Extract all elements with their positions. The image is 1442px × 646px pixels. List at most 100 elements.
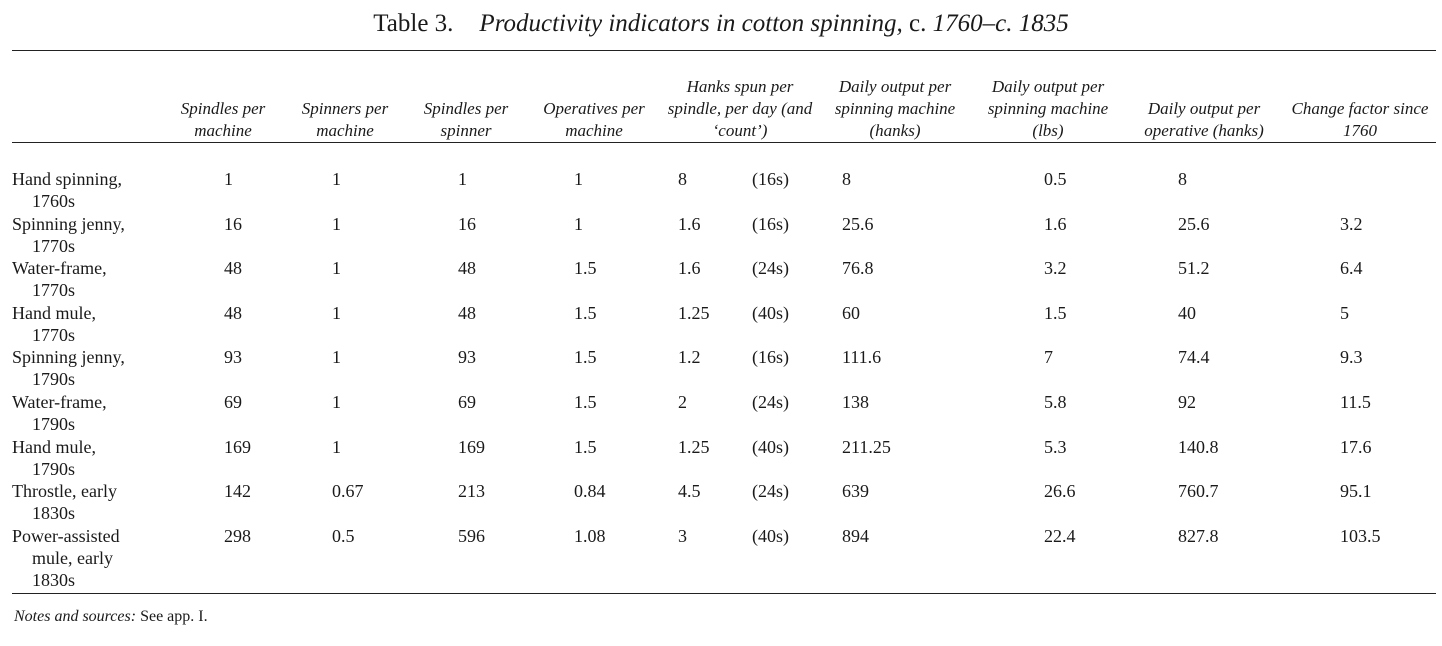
- cell-daily-output-lbs: 3.2: [1044, 258, 1067, 279]
- cell-change-factor: 6.4: [1340, 258, 1363, 279]
- cell-count: (16s): [752, 213, 789, 234]
- cell-change-factor: 5: [1340, 302, 1350, 323]
- row-label: Hand mule, 1790s: [12, 436, 162, 481]
- table-caption: Productivity indicators in cotton spinni…: [479, 10, 903, 37]
- row-label-line: 1770s: [32, 235, 76, 256]
- cell-change-factor: 17.6: [1340, 436, 1372, 457]
- row-label-line: Throstle, early: [12, 481, 117, 502]
- header-operatives-per-machine: Operatives per machine: [543, 99, 645, 140]
- header-spindles-per-machine: Spindles per machine: [180, 99, 266, 140]
- header-row: Spindles per machine Spinners per machin…: [12, 58, 1436, 156]
- cell-operatives-per-machine: 1.08: [574, 525, 606, 546]
- cell-daily-output-hanks: 138: [842, 391, 870, 412]
- row-label-line: 1830s: [32, 503, 76, 524]
- table-notes: Notes and sources: See app. I.: [14, 606, 208, 628]
- row-label: Hand mule, 1770s: [12, 302, 162, 347]
- cell-spindles-per-spinner: 93: [458, 347, 476, 368]
- cell-daily-output-lbs: 26.6: [1044, 481, 1076, 502]
- cell-daily-output-hanks: 60: [842, 302, 861, 323]
- row-label-line: Spinning jenny,: [12, 347, 125, 368]
- header-rule: [12, 142, 1436, 143]
- cell-spindles-per-spinner: 596: [458, 525, 485, 546]
- cell-daily-output-lbs: 5.3: [1044, 436, 1067, 457]
- table-row: Hand spinning, 1760s 1 1 1 1 8 (16s) 8 0.5 8: [12, 156, 1436, 213]
- cell-spindles-per-machine: 16: [224, 213, 242, 234]
- row-label: Throstle, early 1830s: [12, 480, 162, 525]
- cell-hanks-per-spindle: 1.2: [678, 347, 701, 368]
- row-label: Water-frame, 1790s: [12, 391, 162, 436]
- cell-count: (40s): [752, 525, 789, 546]
- cell-operatives-per-machine: 1: [574, 169, 583, 189]
- cell-spindles-per-spinner: 1: [458, 169, 467, 189]
- cell-operatives-per-machine: 1.5: [574, 347, 597, 368]
- table-number: Table 3.: [373, 10, 454, 37]
- cell-count: (16s): [752, 169, 789, 189]
- cell-operatives-per-machine: 1.5: [574, 258, 597, 279]
- row-label: Spinning jenny, 1770s: [12, 213, 162, 258]
- cell-output-per-operative: 8: [1178, 169, 1188, 189]
- header-spindles-per-spinner: Spindles per spinner: [423, 99, 509, 140]
- cell-daily-output-lbs: 1.6: [1044, 213, 1067, 234]
- table-title: Table 3. Productivity indicators in cotto…: [0, 8, 1442, 40]
- cell-hanks-per-spindle: 8: [678, 169, 687, 189]
- cell-daily-output-hanks: 111.6: [842, 347, 882, 368]
- header-spinners-per-machine: Spinners per machine: [301, 99, 389, 140]
- cell-daily-output-hanks: 211.25: [842, 436, 891, 457]
- cell-spinners-per-machine: 1: [332, 213, 341, 234]
- cell-hanks-per-spindle: 4.5: [678, 481, 701, 502]
- cell-hanks-per-spindle: 1.6: [678, 213, 701, 234]
- cell-daily-output-hanks: 25.6: [842, 213, 874, 234]
- top-rule: [12, 50, 1436, 51]
- row-label: Power-assisted mule, early 1830s: [12, 525, 162, 591]
- cell-daily-output-hanks: 8: [842, 169, 852, 189]
- cell-daily-output-lbs: 7: [1044, 347, 1054, 368]
- cell-spindles-per-spinner: 48: [458, 258, 476, 279]
- row-label: Hand spinning, 1760s: [12, 156, 162, 213]
- bottom-rule: [12, 593, 1436, 594]
- row-label-line: Water-frame,: [12, 391, 107, 412]
- cell-spindles-per-machine: 169: [224, 436, 251, 457]
- cell-spindles-per-spinner: 213: [458, 481, 485, 502]
- cell-daily-output-lbs: 5.8: [1044, 391, 1067, 412]
- cell-spindles-per-machine: 69: [224, 391, 242, 412]
- table-caption-years: 1760–c. 1835: [932, 10, 1069, 37]
- table-row: Water-frame, 1770s 48 1 48 1.5 1.6 (24s) 76.8 3.2…: [12, 257, 1436, 302]
- row-label: Spinning jenny, 1790s: [12, 346, 162, 391]
- cell-output-per-operative: 40: [1178, 302, 1197, 323]
- row-label-line: 1770s: [32, 280, 76, 301]
- cell-output-per-operative: 92: [1178, 391, 1197, 412]
- header-stub: [12, 58, 162, 156]
- row-label-line: 1790s: [32, 369, 76, 390]
- table-row: Hand mule, 1770s 48 1 48 1.5 1.25 (40s) 60 1.5 40 5: [12, 302, 1436, 347]
- cell-spindles-per-machine: 93: [224, 347, 242, 368]
- cell-change-factor: 11.5: [1340, 391, 1371, 412]
- cell-count: (24s): [752, 258, 789, 279]
- row-label-line: Water-frame,: [12, 258, 107, 279]
- cell-change-factor: 9.3: [1340, 347, 1363, 368]
- cell-spinners-per-machine: 0.5: [332, 525, 355, 546]
- row-label-line: 1770s: [32, 324, 76, 345]
- header-daily-output-hanks: Daily output per spinning machine (hanks…: [834, 77, 956, 140]
- cell-spindles-per-machine: 48: [224, 258, 242, 279]
- cell-output-per-operative: 51.2: [1178, 258, 1210, 279]
- cell-hanks-per-spindle: 2: [678, 391, 687, 412]
- cell-daily-output-lbs: 22.4: [1044, 525, 1076, 546]
- cell-spindles-per-spinner: 169: [458, 436, 485, 457]
- cell-spinners-per-machine: 1: [332, 169, 341, 189]
- cell-daily-output-hanks: 76.8: [842, 258, 874, 279]
- cell-output-per-operative: 760.7: [1178, 481, 1219, 502]
- cell-count: (24s): [752, 481, 789, 502]
- cell-count: (40s): [752, 302, 789, 323]
- cell-daily-output-hanks: 639: [842, 481, 870, 502]
- header-change-factor: Change factor since 1760: [1291, 99, 1429, 140]
- cell-change-factor: 3.2: [1340, 213, 1363, 234]
- table-row: Power-assisted mule, early 1830s 298 0.5 596 1…: [12, 525, 1436, 591]
- cell-spinners-per-machine: 0.67: [332, 481, 364, 502]
- table-row: Spinning jenny, 1770s 16 1 16 1 1.6 (16s) 25.6 1.…: [12, 213, 1436, 258]
- row-label-line: Hand mule,: [12, 436, 96, 457]
- cell-count: (24s): [752, 391, 789, 412]
- productivity-table: Spindles per machine Spinners per machin…: [12, 58, 1436, 591]
- cell-spinners-per-machine: 1: [332, 436, 341, 457]
- cell-change-factor: 95.1: [1340, 481, 1372, 502]
